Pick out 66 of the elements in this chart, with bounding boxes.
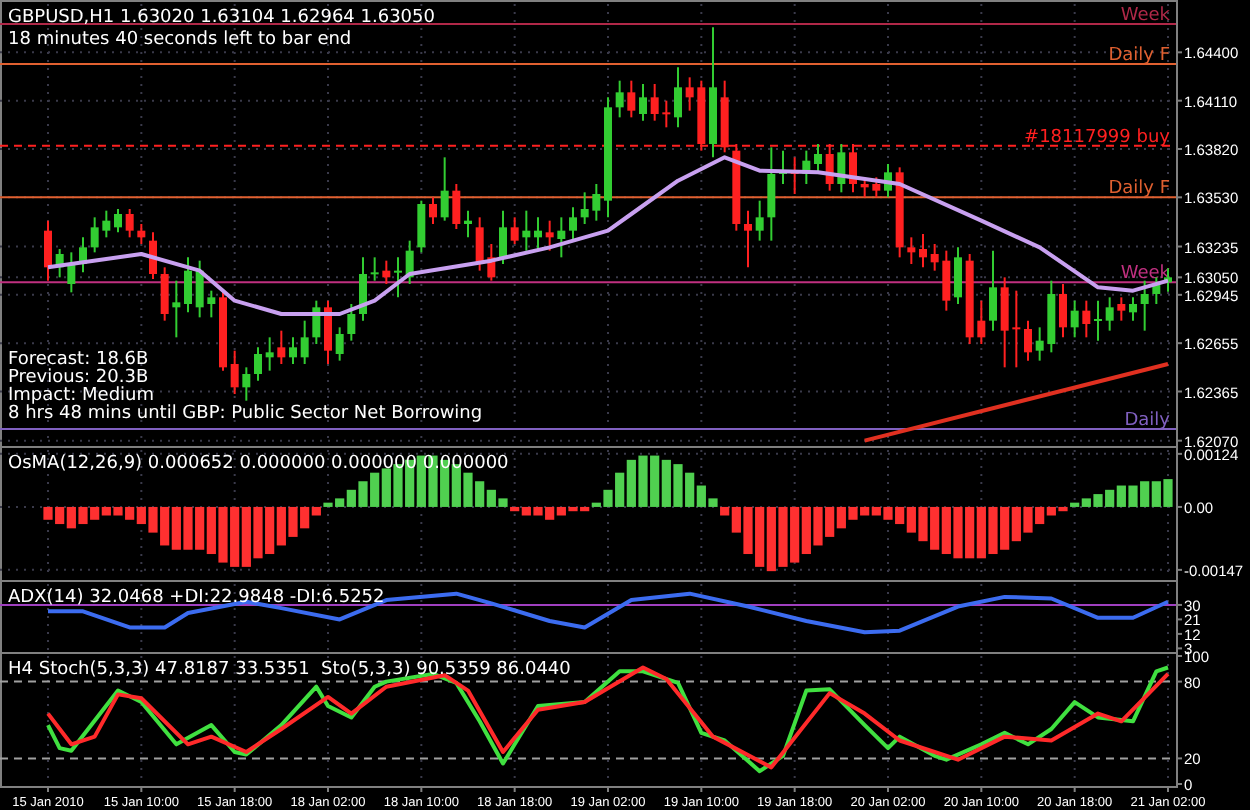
annotation: Previous: 20.3B xyxy=(8,368,149,388)
candlestick xyxy=(1117,296,1126,322)
candlestick xyxy=(1105,296,1114,332)
candlestick xyxy=(254,346,262,382)
candlestick xyxy=(417,199,426,254)
line-series xyxy=(46,155,1170,316)
annotation: 18 minutes 40 seconds left to bar end xyxy=(8,30,352,50)
candlestick xyxy=(919,233,927,269)
candlestick xyxy=(1140,279,1149,332)
candlestick xyxy=(814,143,822,174)
candlestick xyxy=(767,146,776,242)
ref-line-label: Daily xyxy=(1124,411,1172,431)
candlestick xyxy=(370,256,379,282)
ref-line-label: Daily F xyxy=(1108,179,1170,200)
candlestick xyxy=(545,219,554,252)
candlestick xyxy=(522,209,531,252)
candlestick xyxy=(1082,299,1091,339)
annotation: Forecast: 18.6B xyxy=(8,350,149,370)
candlestick xyxy=(534,216,542,250)
annotation: Impact: Medium xyxy=(8,386,155,406)
candlestick xyxy=(382,259,391,285)
candlestick xyxy=(557,216,566,259)
candlestick xyxy=(324,299,332,365)
candlestick xyxy=(499,209,507,265)
candlestick xyxy=(989,249,997,332)
candlestick xyxy=(627,79,636,119)
candlestick xyxy=(289,336,297,365)
candlestick xyxy=(265,336,274,372)
candlestick xyxy=(184,256,192,314)
candlestick xyxy=(160,266,169,322)
candlestick xyxy=(172,279,181,339)
ref-line-label: Daily F xyxy=(1108,46,1170,66)
candlestick xyxy=(639,83,647,122)
candlestick xyxy=(954,246,962,305)
candlestick xyxy=(137,223,146,245)
chart-title: H4 Stoch(5,3,3) 47.8187 33.5351 Sto(5,3,3) 90.5359 86.0440 xyxy=(8,660,572,680)
candlestick xyxy=(394,256,402,299)
candlestick xyxy=(277,329,286,365)
candlestick xyxy=(755,199,764,242)
candlestick xyxy=(125,208,134,239)
candlestick xyxy=(1070,299,1079,339)
annotation: 8 hrs 48 mins until GBP: Public Sector Net Borrowing xyxy=(8,404,483,424)
chart-title: ADX(14) 32.0468 +DI:22.9848 -DI:6.5252 xyxy=(8,588,385,608)
candlestick xyxy=(114,208,122,234)
candlestick xyxy=(335,326,344,362)
ref-line-label: Week xyxy=(1120,6,1172,26)
candlestick xyxy=(615,79,624,119)
candlestick xyxy=(1024,319,1032,362)
candlestick xyxy=(347,303,356,342)
candlestick xyxy=(440,156,449,222)
candlestick xyxy=(907,236,916,265)
candlestick xyxy=(744,209,752,269)
candlestick xyxy=(44,219,52,282)
candlestick xyxy=(300,319,309,365)
candlestick xyxy=(452,183,461,230)
candlestick xyxy=(230,349,239,395)
candlestick xyxy=(674,66,682,129)
ref-line-label: #18117999 buy xyxy=(1024,127,1172,148)
candlestick xyxy=(429,196,437,225)
candlestick xyxy=(569,206,577,242)
candlestick xyxy=(1129,296,1137,322)
candlestick xyxy=(1059,283,1067,339)
candlestick xyxy=(1094,299,1102,342)
candlestick xyxy=(242,366,251,402)
candlestick xyxy=(510,216,519,245)
chart-title: GBPUSD,H1 1.63020 1.63104 1.62964 1.63050 xyxy=(8,8,436,28)
